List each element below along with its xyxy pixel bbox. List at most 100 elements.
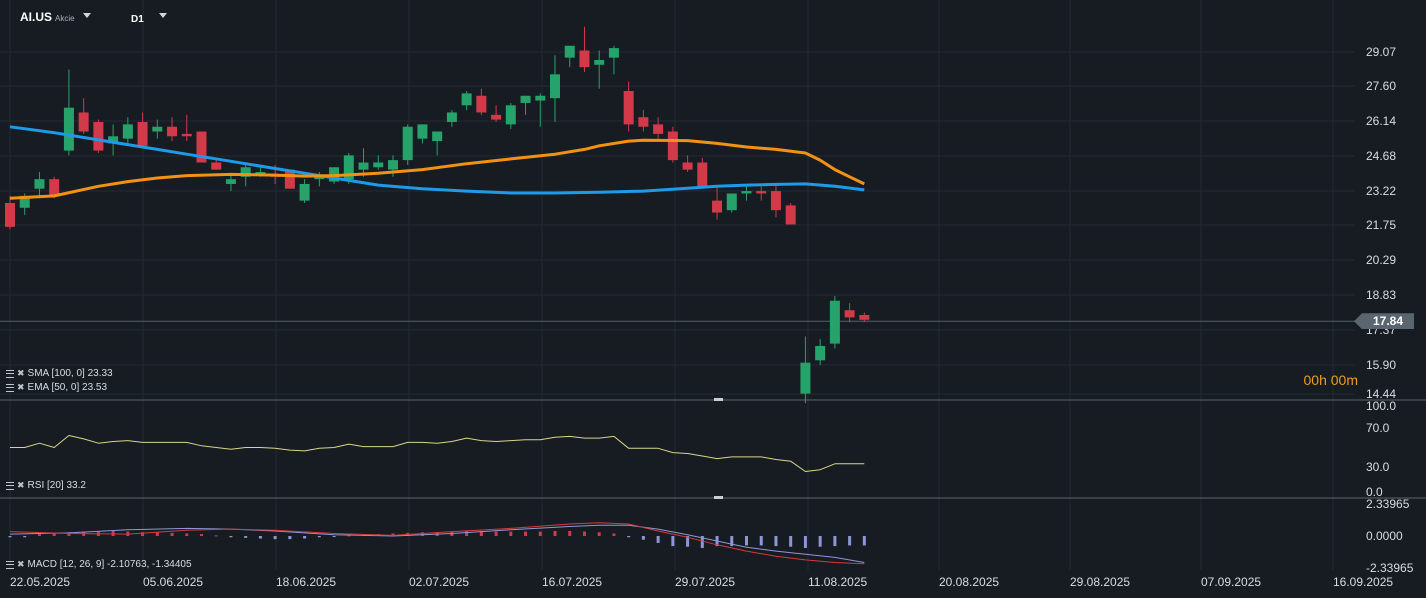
close-icon[interactable]: ✖	[17, 480, 25, 490]
ema-line	[9, 138, 865, 200]
macd-histogram-bar	[8, 536, 12, 538]
ema-legend[interactable]: ✖ EMA [50, 0] 23.53	[6, 382, 107, 393]
macd-histogram-bar	[538, 531, 542, 536]
macd-histogram-bar	[273, 536, 277, 540]
price-axis-label: 21.75	[1366, 218, 1396, 232]
timeframe-selector[interactable]: D1	[131, 14, 144, 25]
rsi-legend[interactable]: ✖ RSI [20] 33.2	[6, 480, 86, 491]
rsi-axis-label: 70.0	[1366, 421, 1390, 435]
macd-histogram-bar	[244, 536, 248, 538]
macd-histogram-bar	[612, 533, 616, 536]
macd-histogram-bar	[818, 536, 822, 547]
macd-signal-line	[9, 522, 865, 565]
settings-menu-icon[interactable]	[6, 560, 14, 569]
macd-histogram-bar	[803, 536, 807, 548]
candle-body	[476, 95, 487, 113]
settings-menu-icon[interactable]	[6, 481, 14, 490]
candle-body	[152, 126, 163, 132]
macd-histogram-bar	[420, 532, 424, 536]
candle-body	[682, 162, 693, 170]
sma-legend[interactable]: ✖ SMA [100, 0] 23.33	[6, 368, 113, 379]
panel-resize-handle	[714, 398, 723, 401]
candle-body	[829, 300, 840, 344]
macd-histogram-bar	[833, 536, 837, 547]
candle-body	[240, 167, 251, 177]
macd-histogram-bar	[524, 531, 528, 536]
symbol-selector[interactable]: AI.US Akcie	[20, 10, 75, 24]
candle-body	[167, 126, 178, 137]
rsi-legend-text: RSI [20] 33.2	[27, 480, 86, 491]
candle-body	[284, 169, 295, 189]
macd-histogram-bar	[258, 536, 262, 539]
candle-body	[93, 121, 104, 151]
candle-body	[800, 362, 811, 394]
panel-resize-handle	[714, 496, 723, 499]
macd-histogram-bar	[568, 530, 572, 536]
price-axis-label: 18.83	[1366, 288, 1396, 302]
candle-body	[108, 136, 119, 144]
candle-body	[667, 131, 678, 161]
candle-body	[579, 50, 590, 68]
macd-histogram-bar	[553, 530, 557, 536]
date-axis-label: 29.08.2025	[1070, 575, 1130, 589]
rsi-axis-label: 30.0	[1366, 460, 1390, 474]
date-axis-label: 05.06.2025	[143, 575, 203, 589]
price-axis-label: 15.90	[1366, 358, 1396, 372]
macd-histogram-bar	[52, 533, 56, 536]
macd-histogram-bar	[627, 536, 631, 538]
macd-histogram-bar	[862, 536, 866, 546]
macd-histogram-bar	[141, 532, 145, 536]
ema-legend-text: EMA [50, 0] 23.53	[27, 382, 108, 393]
candle-body	[712, 200, 723, 213]
date-axis-label: 20.08.2025	[939, 575, 999, 589]
macd-histogram-bar	[199, 534, 203, 536]
close-icon[interactable]: ✖	[17, 559, 25, 569]
candle-body	[78, 112, 89, 132]
candle-body	[756, 191, 767, 194]
date-axis-label: 02.07.2025	[409, 575, 469, 589]
close-icon[interactable]: ✖	[17, 382, 25, 392]
macd-histogram-bar	[155, 532, 159, 536]
candle-body	[387, 160, 398, 170]
candle-body	[181, 133, 192, 137]
macd-histogram-bar	[288, 536, 292, 540]
timeframe-label: D1	[131, 14, 144, 25]
price-axis-label: 23.22	[1366, 184, 1396, 198]
candle-body	[608, 48, 619, 58]
settings-menu-icon[interactable]	[6, 383, 14, 392]
macd-histogram-bar	[214, 535, 218, 537]
candle-body	[343, 155, 354, 180]
candle-body	[623, 91, 634, 125]
rsi-line	[10, 435, 865, 472]
macd-legend[interactable]: ✖ MACD [12, 26, 9] -2.10763, -1.34405	[6, 559, 192, 570]
date-axis-label: 22.05.2025	[10, 575, 70, 589]
candle-body	[122, 124, 133, 139]
candle-body	[550, 74, 561, 99]
price-axis-label: 29.07	[1366, 45, 1396, 59]
asset-type: Akcie	[55, 14, 75, 23]
date-axis-label: 07.09.2025	[1201, 575, 1261, 589]
candle-body	[535, 95, 546, 101]
symbol-dropdown-chevron-icon[interactable]	[83, 13, 91, 18]
candle-body	[211, 162, 222, 170]
close-icon[interactable]: ✖	[17, 368, 25, 378]
date-axis-label: 11.08.2025	[808, 575, 867, 589]
candle-body	[432, 131, 443, 142]
timeframe-dropdown-chevron-icon[interactable]	[159, 13, 167, 18]
settings-menu-icon[interactable]	[6, 369, 14, 378]
candle-body	[785, 205, 796, 225]
date-axis-label: 29.07.2025	[675, 575, 735, 589]
rsi-axis-label: 100.0	[1366, 399, 1396, 413]
candle-body	[402, 126, 413, 161]
candle-body	[137, 121, 148, 146]
candle-body	[373, 162, 384, 168]
candle-body	[520, 95, 531, 103]
candle-body	[49, 179, 60, 196]
macd-histogram-bar	[170, 532, 174, 536]
date-axis-label: 18.06.2025	[276, 575, 336, 589]
macd-histogram-bar	[745, 536, 748, 546]
candle-body	[255, 172, 266, 175]
candle-body	[446, 112, 457, 122]
macd-histogram-bar	[317, 536, 321, 538]
